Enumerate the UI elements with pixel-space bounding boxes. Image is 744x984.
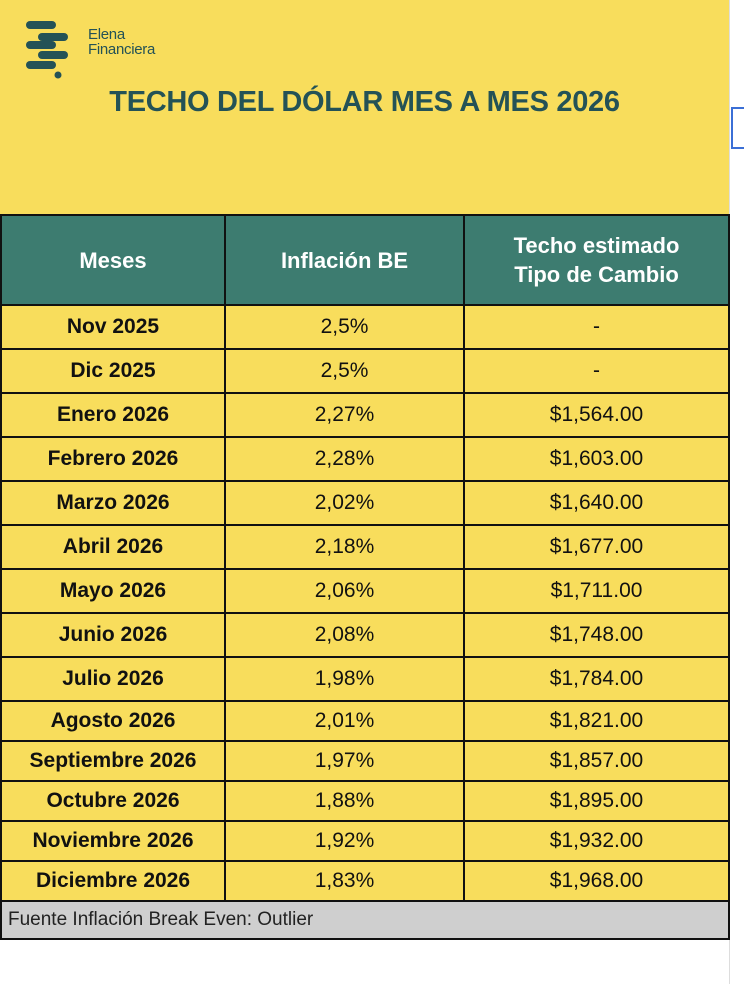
month-cell[interactable]: Octubre 2026	[0, 780, 226, 822]
ceiling-cell[interactable]: $1,857.00	[463, 740, 730, 782]
logo-mark-icon	[26, 21, 68, 79]
logo-text: Elena Financiera	[88, 27, 155, 57]
header-techo[interactable]: Techo estimado Tipo de Cambio	[463, 214, 730, 306]
month-cell[interactable]: Noviembre 2026	[0, 820, 226, 862]
cell-selection-indicator[interactable]	[731, 107, 744, 149]
ceiling-cell[interactable]: $1,711.00	[463, 568, 730, 614]
ceiling-cell[interactable]: $1,603.00	[463, 436, 730, 482]
logo-line2: Financiera	[88, 41, 156, 58]
month-cell[interactable]: Abril 2026	[0, 524, 226, 570]
header-inflacion[interactable]: Inflación BE	[224, 214, 465, 306]
title-area	[0, 0, 729, 215]
table-row: Noviembre 2026 1,92% $1,932.00	[0, 820, 730, 862]
ceiling-cell[interactable]: $1,748.00	[463, 612, 730, 658]
ceiling-cell[interactable]: -	[463, 304, 730, 350]
inflation-cell[interactable]: 1,98%	[224, 656, 465, 702]
month-cell[interactable]: Febrero 2026	[0, 436, 226, 482]
table-row: Dic 2025 2,5% -	[0, 348, 730, 394]
table-row: Mayo 2026 2,06% $1,711.00	[0, 568, 730, 614]
table-row: Julio 2026 1,98% $1,784.00	[0, 656, 730, 702]
header-techo-label: Techo estimado Tipo de Cambio	[513, 233, 680, 287]
logo: Elena Financiera	[26, 20, 206, 80]
ceiling-cell[interactable]: $1,968.00	[463, 860, 730, 902]
month-cell[interactable]: Agosto 2026	[0, 700, 226, 742]
header-row: Meses Inflación BE Techo estimado Tipo d…	[0, 214, 730, 306]
footer-row: Fuente Inflación Break Even: Outlier	[0, 900, 730, 940]
inflation-cell[interactable]: 1,83%	[224, 860, 465, 902]
table-row: Octubre 2026 1,88% $1,895.00	[0, 780, 730, 822]
inflation-cell[interactable]: 1,88%	[224, 780, 465, 822]
inflation-cell[interactable]: 2,08%	[224, 612, 465, 658]
inflation-cell[interactable]: 2,27%	[224, 392, 465, 438]
month-cell[interactable]: Junio 2026	[0, 612, 226, 658]
month-cell[interactable]: Diciembre 2026	[0, 860, 226, 902]
inflation-cell[interactable]: 2,5%	[224, 348, 465, 394]
data-table: Meses Inflación BE Techo estimado Tipo d…	[0, 214, 730, 940]
ceiling-cell[interactable]: $1,640.00	[463, 480, 730, 526]
table-row: Septiembre 2026 1,97% $1,857.00	[0, 740, 730, 782]
inflation-cell[interactable]: 2,06%	[224, 568, 465, 614]
month-cell[interactable]: Marzo 2026	[0, 480, 226, 526]
inflation-cell[interactable]: 2,28%	[224, 436, 465, 482]
table-row: Junio 2026 2,08% $1,748.00	[0, 612, 730, 658]
table-row: Enero 2026 2,27% $1,564.00	[0, 392, 730, 438]
month-cell[interactable]: Septiembre 2026	[0, 740, 226, 782]
month-cell[interactable]: Nov 2025	[0, 304, 226, 350]
inflation-cell[interactable]: 1,92%	[224, 820, 465, 862]
ceiling-cell[interactable]: $1,564.00	[463, 392, 730, 438]
inflation-cell[interactable]: 2,5%	[224, 304, 465, 350]
month-cell[interactable]: Enero 2026	[0, 392, 226, 438]
table-row: Febrero 2026 2,28% $1,603.00	[0, 436, 730, 482]
inflation-cell[interactable]: 2,02%	[224, 480, 465, 526]
logo-line1: Elena	[88, 26, 125, 43]
inflation-cell[interactable]: 1,97%	[224, 740, 465, 782]
inflation-cell[interactable]: 2,01%	[224, 700, 465, 742]
adjacent-column	[729, 0, 744, 984]
source-note[interactable]: Fuente Inflación Break Even: Outlier	[0, 900, 730, 940]
month-cell[interactable]: Julio 2026	[0, 656, 226, 702]
header-meses[interactable]: Meses	[0, 214, 226, 306]
table-row: Marzo 2026 2,02% $1,640.00	[0, 480, 730, 526]
ceiling-cell[interactable]: -	[463, 348, 730, 394]
ceiling-cell[interactable]: $1,895.00	[463, 780, 730, 822]
ceiling-cell[interactable]: $1,677.00	[463, 524, 730, 570]
inflation-cell[interactable]: 2,18%	[224, 524, 465, 570]
ceiling-cell[interactable]: $1,932.00	[463, 820, 730, 862]
table-row: Abril 2026 2,18% $1,677.00	[0, 524, 730, 570]
ceiling-cell[interactable]: $1,784.00	[463, 656, 730, 702]
table-row: Agosto 2026 2,01% $1,821.00	[0, 700, 730, 742]
month-cell[interactable]: Dic 2025	[0, 348, 226, 394]
month-cell[interactable]: Mayo 2026	[0, 568, 226, 614]
ceiling-cell[interactable]: $1,821.00	[463, 700, 730, 742]
table-row: Nov 2025 2,5% -	[0, 304, 730, 350]
page-title: TECHO DEL DÓLAR MES A MES 2026	[109, 86, 620, 118]
table-row: Diciembre 2026 1,83% $1,968.00	[0, 860, 730, 902]
